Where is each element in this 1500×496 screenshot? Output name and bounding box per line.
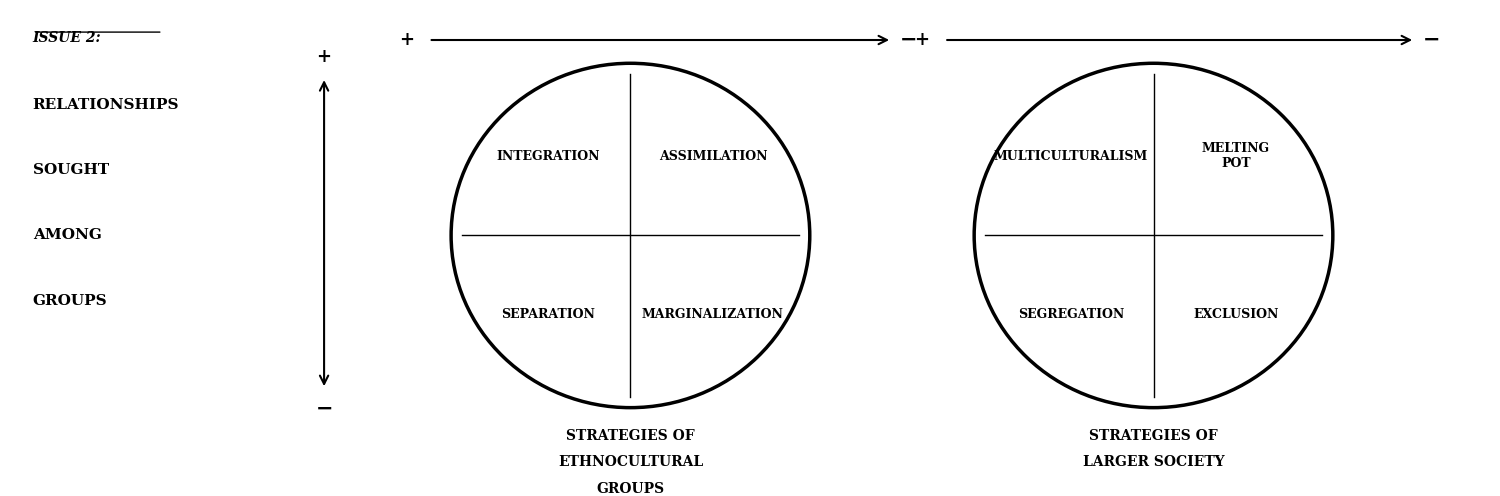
Text: LARGER SOCIETY: LARGER SOCIETY [1083, 455, 1224, 469]
Text: ISSUE 2:: ISSUE 2: [33, 31, 102, 45]
Text: +: + [399, 31, 414, 49]
Text: +: + [316, 48, 332, 65]
Text: −: − [900, 30, 916, 50]
Text: MARGINALIZATION: MARGINALIZATION [642, 308, 784, 321]
Text: +: + [915, 31, 930, 49]
Text: GROUPS: GROUPS [33, 294, 108, 308]
Text: −: − [315, 398, 333, 418]
Text: STRATEGIES OF: STRATEGIES OF [566, 429, 694, 442]
Text: MULTICULTURALISM: MULTICULTURALISM [994, 150, 1148, 163]
Text: −: − [1422, 30, 1440, 50]
Text: SEGREGATION: SEGREGATION [1019, 308, 1124, 321]
Text: SEPARATION: SEPARATION [501, 308, 596, 321]
Text: EXCLUSION: EXCLUSION [1194, 308, 1278, 321]
Text: AMONG: AMONG [33, 229, 102, 243]
Text: ETHNOCULTURAL: ETHNOCULTURAL [558, 455, 704, 469]
Text: RELATIONSHIPS: RELATIONSHIPS [33, 98, 178, 112]
Text: MELTING
POT: MELTING POT [1202, 142, 1270, 170]
Text: INTEGRATION: INTEGRATION [496, 150, 600, 163]
Text: GROUPS: GROUPS [597, 482, 664, 496]
Text: SOUGHT: SOUGHT [33, 163, 110, 177]
Text: STRATEGIES OF: STRATEGIES OF [1089, 429, 1218, 442]
Text: ASSIMILATION: ASSIMILATION [658, 150, 766, 163]
